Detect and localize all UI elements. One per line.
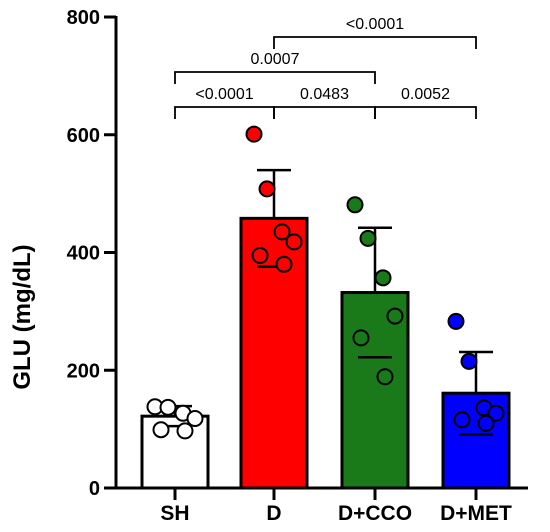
bracket-sh-vs-d — [174, 106, 275, 119]
bar-d-cco — [340, 291, 410, 490]
significance-brackets: <0.0001 0.0483 0.0052 0.0007 <0.0001 — [174, 16, 477, 119]
data-point-d-cco — [346, 196, 364, 214]
data-point-d — [273, 223, 291, 241]
data-point-d-cco — [352, 329, 370, 347]
bracket-d-vs-d-cco — [273, 106, 376, 119]
data-point-d-met — [447, 312, 465, 330]
x-tick-label-d-cco: D+CCO — [338, 502, 412, 525]
bars-layer — [140, 216, 511, 490]
y-tick-label-600: 600 — [67, 125, 100, 147]
data-point-d-cco — [359, 229, 377, 247]
x-category-labels: SH D D+CCO D+MET — [160, 502, 512, 525]
data-point-sh — [186, 410, 204, 428]
data-point-d-cco — [386, 307, 404, 325]
data-point-d — [245, 125, 263, 143]
bracket-d-vs-d-met — [273, 36, 477, 49]
y-tick-labels: 0 200 400 600 800 — [67, 7, 100, 500]
p-value-d-cco-vs-d-met: 0.0052 — [401, 86, 450, 103]
data-points-layer — [146, 125, 505, 440]
y-tick-label-400: 400 — [67, 243, 100, 265]
y-tick-label-800: 800 — [67, 7, 100, 29]
p-value-sh-vs-d-cco: 0.0007 — [251, 51, 300, 68]
x-tick-label-d: D — [266, 502, 281, 525]
data-point-d-met — [477, 414, 495, 432]
p-value-d-vs-d-cco: 0.0483 — [300, 86, 349, 103]
data-point-sh — [159, 398, 177, 416]
data-point-sh — [152, 421, 170, 439]
data-point-d-cco — [376, 368, 394, 386]
p-value-sh-vs-d: <0.0001 — [195, 86, 253, 103]
data-point-d — [275, 255, 293, 273]
data-point-d-met — [453, 411, 471, 429]
bracket-d-cco-vs-d-met — [374, 106, 477, 119]
bracket-sh-vs-d-cco — [174, 71, 376, 84]
data-point-d-cco — [374, 269, 392, 287]
x-tick-label-d-met: D+MET — [440, 502, 512, 525]
data-point-sh — [176, 422, 194, 440]
y-axis — [104, 15, 528, 500]
data-point-d — [258, 180, 276, 198]
y-tick-label-200: 200 — [67, 360, 100, 382]
x-tick-label-sh: SH — [160, 502, 189, 525]
bar-d — [239, 216, 309, 490]
data-point-d-met — [460, 352, 478, 370]
y-axis-title: GLU (mg/dL) — [9, 244, 36, 389]
data-point-d-met — [487, 404, 505, 422]
y-tick-label-0: 0 — [89, 478, 100, 500]
p-value-d-vs-d-met: <0.0001 — [346, 16, 404, 33]
data-point-d — [251, 246, 269, 264]
data-point-d — [285, 233, 303, 251]
